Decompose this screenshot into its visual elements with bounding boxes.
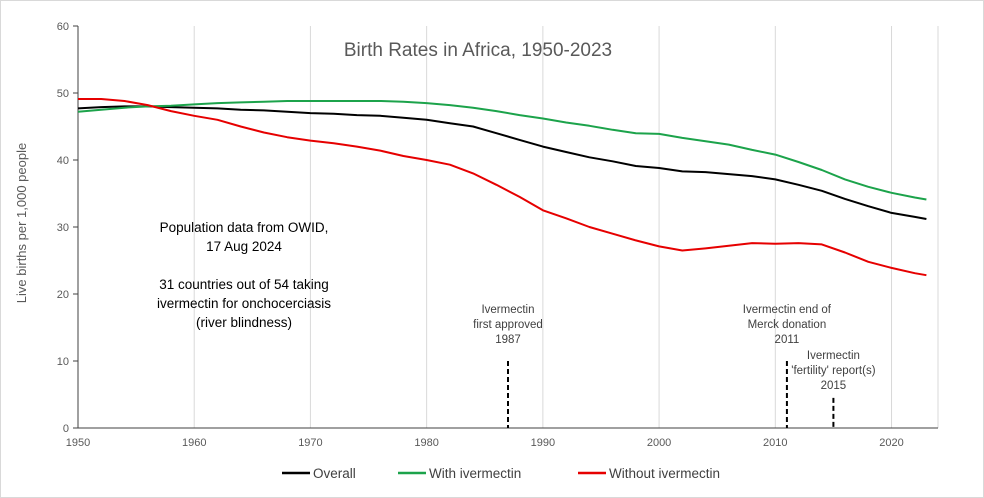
legend-label: Without ivermectin	[609, 466, 720, 481]
y-tick-label: 20	[57, 289, 69, 301]
note-line: (river blindness)	[196, 315, 292, 330]
legend-label: With ivermectin	[429, 466, 521, 481]
note-line: ivermectin for onchocerciasis	[157, 296, 331, 311]
note-line: 17 Aug 2024	[206, 239, 282, 254]
y-tick-label: 50	[57, 88, 69, 100]
x-tick-label: 2010	[763, 437, 787, 449]
series-lines	[77, 98, 927, 277]
annotation-label: Merck donation	[748, 319, 827, 331]
x-tick-label: 1980	[414, 437, 438, 449]
legend-label: Overall	[313, 466, 356, 481]
annotation-label: 2011	[775, 334, 800, 346]
x-tick-label: 2000	[647, 437, 671, 449]
y-tick-label: 0	[63, 423, 69, 435]
series-line-with-ivermectin	[77, 100, 927, 201]
y-tick-label: 60	[57, 21, 69, 33]
annotation-label: Ivermectin	[481, 304, 534, 316]
legend: Overall With ivermectin Without ivermectin	[282, 466, 720, 481]
annotation-label: 2015	[821, 380, 847, 392]
x-tick-label: 2020	[879, 437, 903, 449]
series-line-without-ivermectin	[78, 98, 927, 277]
annotation-label: Ivermectin	[807, 350, 860, 362]
x-tick-label: 1970	[298, 437, 322, 449]
x-tick-label: 1990	[531, 437, 555, 449]
y-tick-label: 10	[57, 356, 69, 368]
chart-title: Birth Rates in Africa, 1950-2023	[344, 40, 612, 61]
annotation-label: Ivermectin end of	[743, 304, 832, 316]
y-axis-label: Live births per 1,000 people	[14, 143, 29, 303]
annotation-label: 'fertility' report(s)	[791, 365, 875, 377]
y-tick-label: 30	[57, 222, 69, 234]
series-line-overall	[77, 105, 927, 220]
annotations: Ivermectin first approved 1987 Ivermectin e…	[473, 304, 876, 428]
x-tick-label: 1960	[182, 437, 206, 449]
x-tick-label: 1950	[66, 437, 90, 449]
note-line: Population data from OWID,	[160, 220, 329, 235]
axes: 1950 1960 1970 1980 1990 2000 2010 2020 0 10 20 30 4…	[57, 21, 938, 449]
annotation-label: first approved	[473, 319, 543, 331]
note-line: 31 countries out of 54 taking	[159, 277, 329, 292]
annotation-label: 1987	[495, 334, 521, 346]
y-tick-label: 40	[57, 155, 69, 167]
source-note: Population data from OWID, 17 Aug 2024 31 …	[157, 220, 331, 330]
